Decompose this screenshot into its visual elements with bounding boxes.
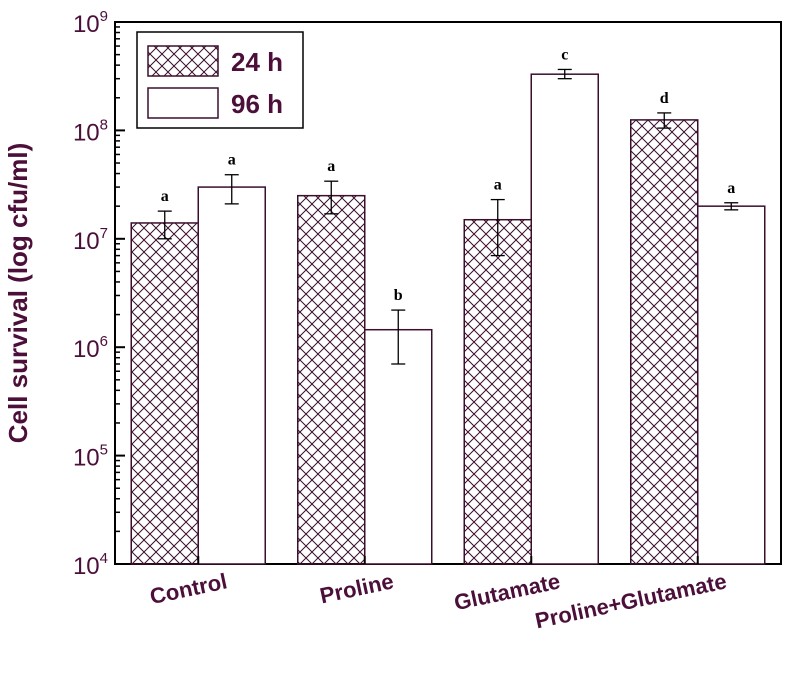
bar-96h <box>197 186 266 565</box>
y-tick-label: 104 <box>73 550 108 580</box>
significance-letter: a <box>161 188 169 205</box>
legend-swatch-96h <box>147 87 219 119</box>
significance-letters: a a a b a c d a <box>161 46 736 304</box>
bar-96h <box>530 73 599 565</box>
y-axis: 104 105 106 107 108 109 <box>73 8 125 580</box>
y-tick-label: 108 <box>73 116 108 146</box>
bar-24h <box>130 222 199 565</box>
x-tick-label: Proline+Glutamate <box>533 568 729 633</box>
legend: 24 h 96 h <box>136 31 304 129</box>
significance-letter: a <box>727 180 735 197</box>
significance-letter: a <box>327 158 335 175</box>
significance-letter: a <box>228 152 236 169</box>
error-bars <box>157 68 739 365</box>
y-tick-label: 105 <box>73 442 108 472</box>
legend-swatch-24h <box>147 45 219 77</box>
significance-letter: c <box>561 46 568 63</box>
significance-letter: a <box>494 177 502 194</box>
legend-label-96h: 96 h <box>231 89 283 119</box>
y-tick-label: 106 <box>73 333 108 363</box>
bar-96h <box>697 205 766 565</box>
bar-24h <box>297 194 366 565</box>
x-tick-label: Proline <box>318 568 396 608</box>
bar-24h <box>630 119 699 565</box>
y-tick-label: 107 <box>73 225 108 255</box>
bar-96h <box>364 328 433 565</box>
significance-letter: d <box>660 90 669 107</box>
significance-letter: b <box>394 287 403 304</box>
y-axis-title: Cell survival (log cfu/ml) <box>3 143 33 444</box>
bar-24h <box>463 218 532 565</box>
plot-frame <box>114 21 782 565</box>
y-tick-label: 109 <box>73 8 108 38</box>
x-tick-label: Control <box>148 568 230 609</box>
legend-label-24h: 24 h <box>231 47 283 77</box>
bars <box>130 73 766 565</box>
